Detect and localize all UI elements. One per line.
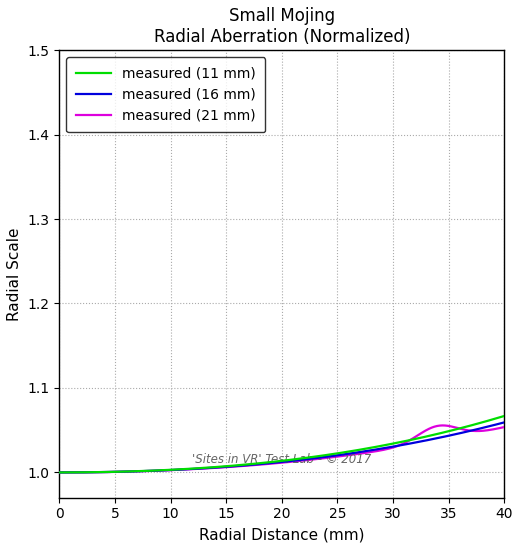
Line: measured (11 mm): measured (11 mm) bbox=[59, 416, 504, 473]
measured (16 mm) bbox=[101, 469, 108, 475]
measured (16 mm) bbox=[362, 448, 368, 455]
measured (11 mm) bbox=[236, 462, 242, 468]
measured (16 mm) bbox=[56, 469, 62, 476]
measured (21 mm) bbox=[362, 450, 368, 456]
measured (16 mm) bbox=[411, 439, 418, 446]
measured (21 mm) bbox=[440, 422, 446, 429]
measured (21 mm) bbox=[101, 469, 108, 475]
Line: measured (16 mm): measured (16 mm) bbox=[59, 422, 504, 473]
X-axis label: Radial Distance (mm): Radial Distance (mm) bbox=[199, 527, 365, 542]
Title: Small Mojing
Radial Aberration (Normalized): Small Mojing Radial Aberration (Normaliz… bbox=[153, 7, 410, 46]
measured (21 mm) bbox=[501, 424, 508, 430]
measured (11 mm) bbox=[501, 413, 508, 419]
measured (16 mm) bbox=[501, 419, 508, 425]
measured (16 mm) bbox=[236, 462, 242, 469]
measured (11 mm) bbox=[56, 469, 62, 476]
measured (11 mm) bbox=[411, 436, 418, 442]
measured (11 mm) bbox=[101, 469, 108, 475]
measured (11 mm) bbox=[362, 446, 368, 452]
measured (21 mm) bbox=[403, 439, 409, 445]
Line: measured (21 mm): measured (21 mm) bbox=[59, 425, 504, 473]
measured (11 mm) bbox=[403, 438, 409, 444]
measured (21 mm) bbox=[236, 463, 242, 469]
Text: 'Sites in VR' Test Lab - © 2017: 'Sites in VR' Test Lab - © 2017 bbox=[192, 453, 371, 467]
measured (16 mm) bbox=[403, 441, 409, 447]
measured (21 mm) bbox=[56, 469, 62, 476]
Legend: measured (11 mm), measured (16 mm), measured (21 mm): measured (11 mm), measured (16 mm), meas… bbox=[66, 57, 265, 132]
measured (21 mm) bbox=[252, 462, 258, 468]
measured (11 mm) bbox=[252, 461, 258, 467]
measured (21 mm) bbox=[411, 434, 418, 441]
Y-axis label: Radial Scale: Radial Scale bbox=[7, 227, 22, 321]
measured (16 mm) bbox=[252, 461, 258, 468]
